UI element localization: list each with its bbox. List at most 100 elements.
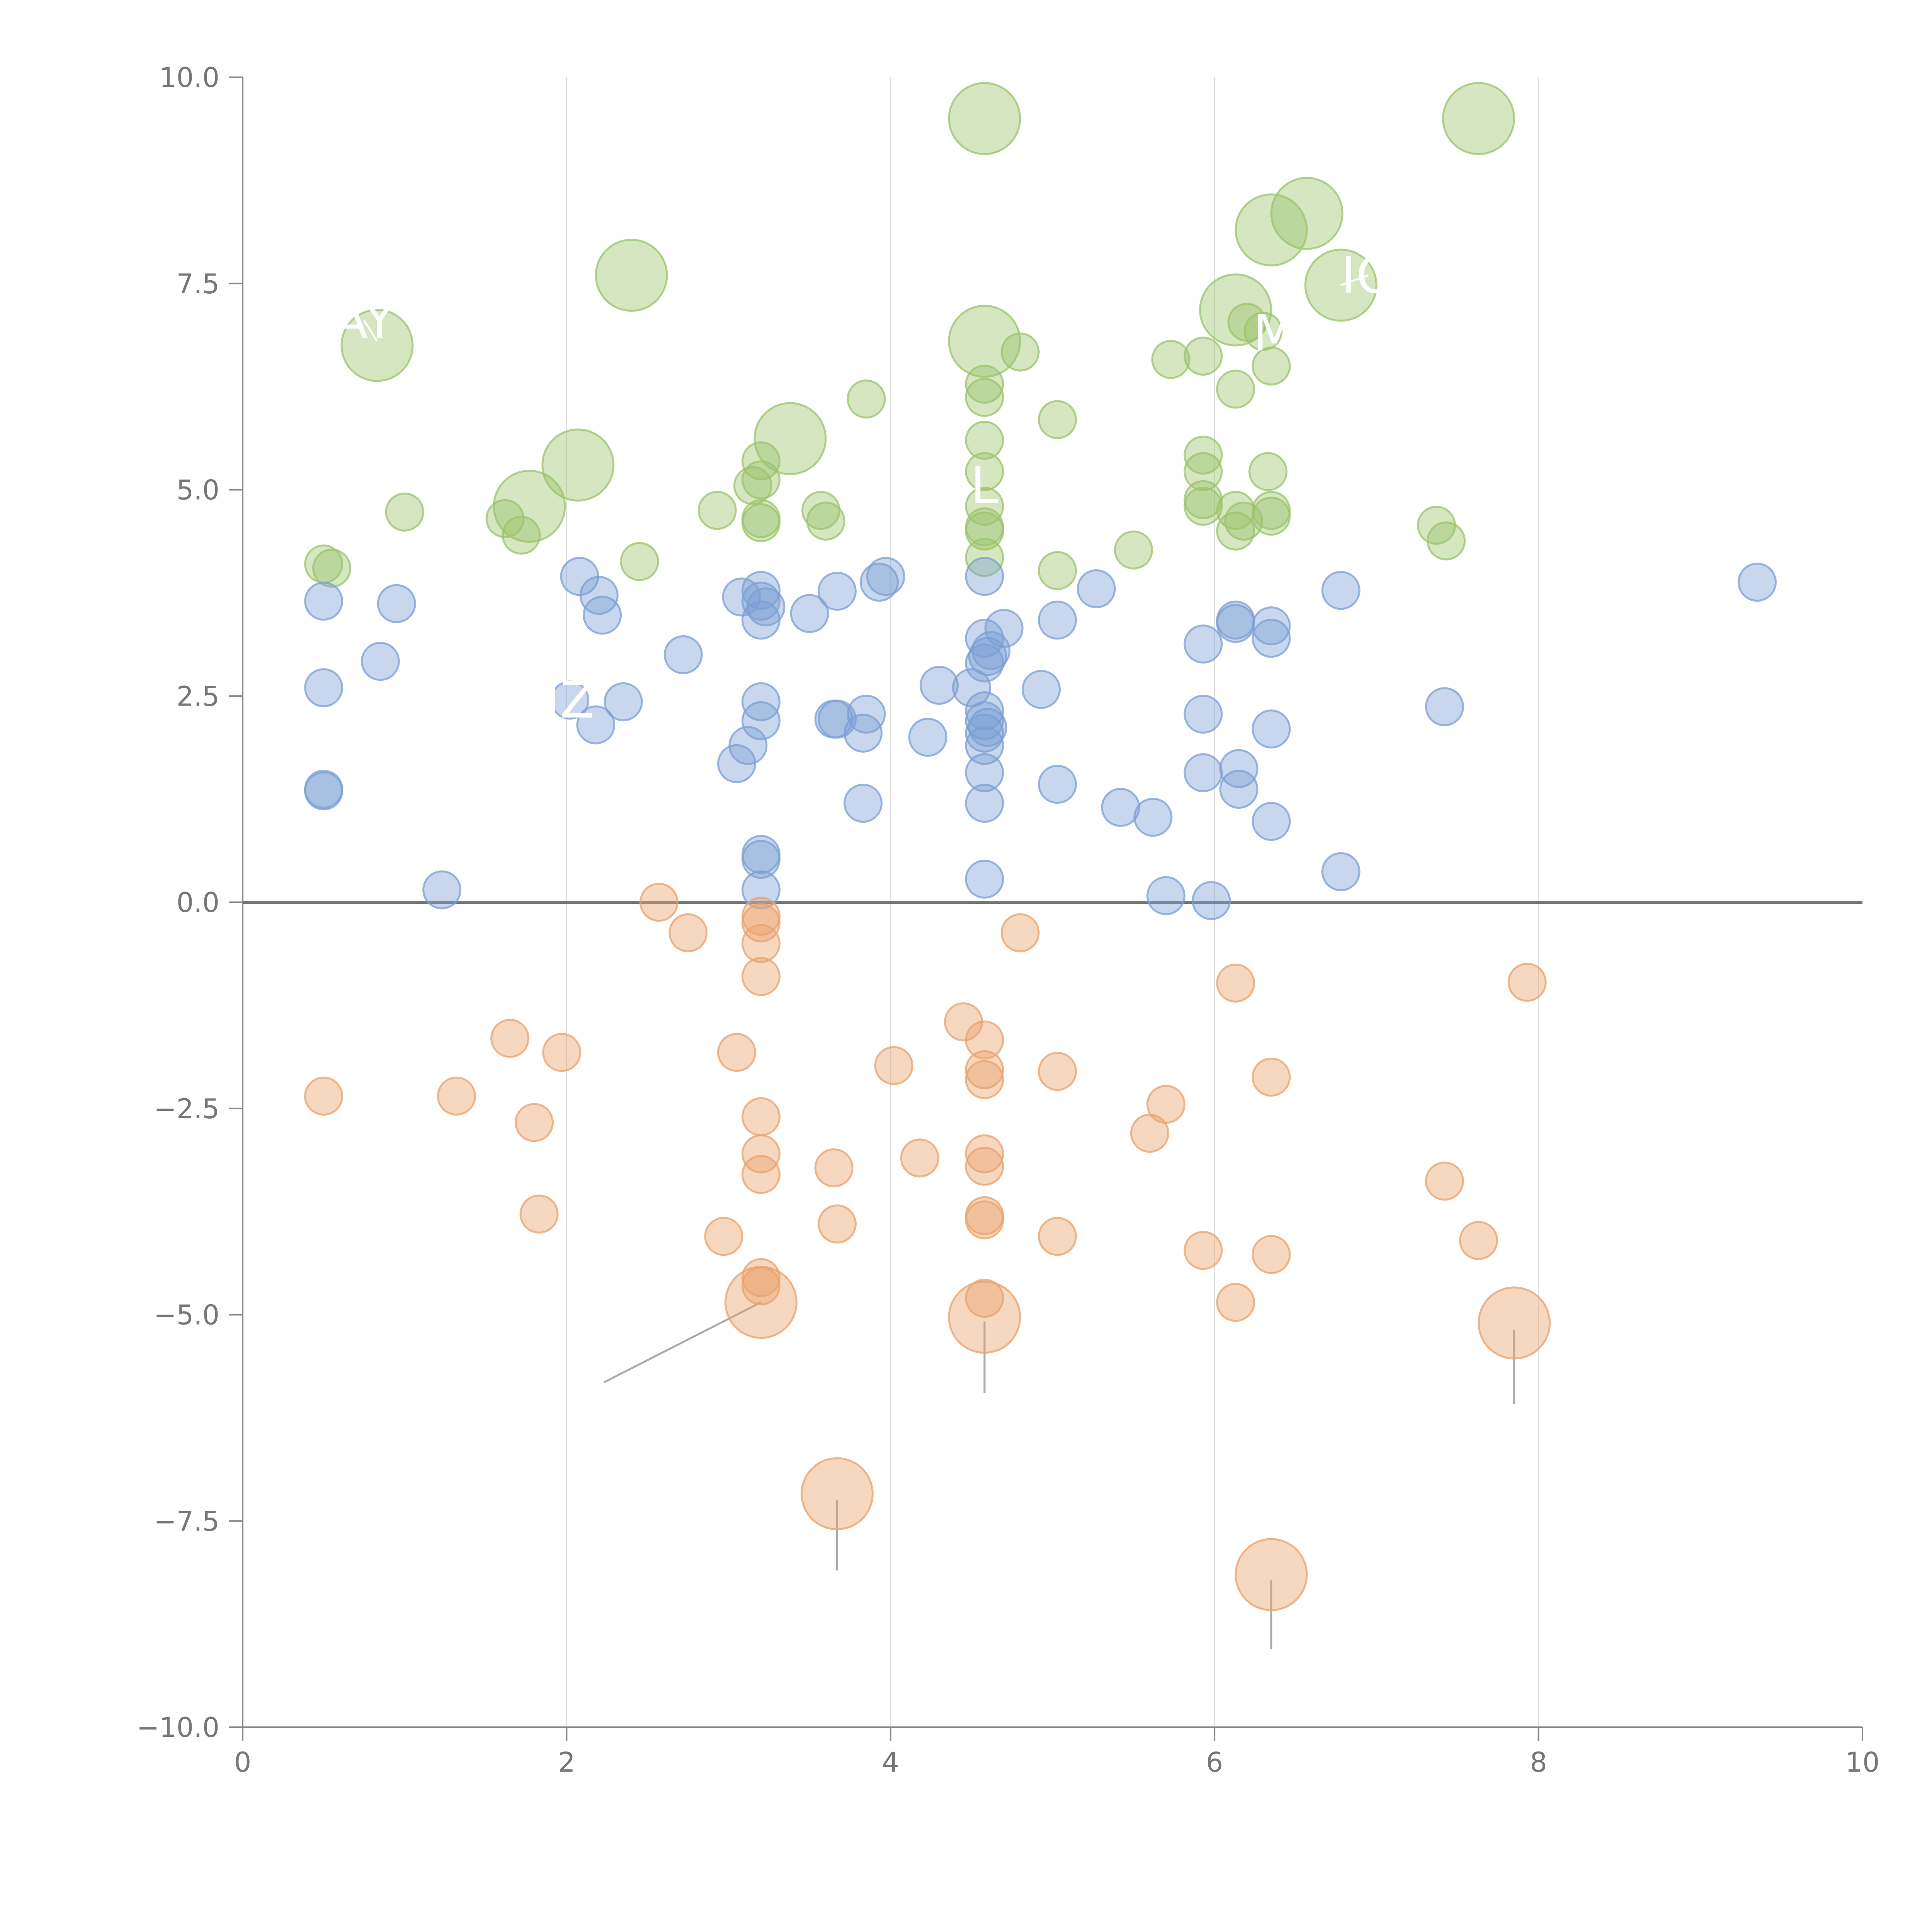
green-bubble bbox=[1184, 435, 1223, 475]
green-bubble bbox=[485, 499, 525, 538]
blue-bubble bbox=[717, 744, 757, 783]
orange-bubble bbox=[900, 1138, 939, 1178]
orange-bubble bbox=[1038, 1052, 1077, 1091]
orange-bubble bbox=[965, 1146, 1004, 1186]
blue-bubble bbox=[1022, 670, 1061, 709]
orange-bubble bbox=[817, 1204, 857, 1244]
green-bubble bbox=[1184, 452, 1223, 492]
green-bubble bbox=[1270, 177, 1344, 250]
x-tick-label: 10 bbox=[1845, 1747, 1879, 1778]
orange-bubble bbox=[741, 957, 781, 996]
orange-bubble bbox=[717, 1033, 757, 1072]
blue-bubble bbox=[741, 840, 781, 879]
green-bubble bbox=[620, 542, 659, 581]
y-tick-label: 10.0 bbox=[159, 62, 219, 94]
point-label-leader bbox=[363, 320, 378, 342]
green-bubble bbox=[965, 364, 1004, 404]
blue-bubble bbox=[1077, 569, 1116, 609]
x-tick-label: 0 bbox=[234, 1747, 252, 1778]
blue-bubble bbox=[817, 699, 857, 739]
blue-bubble bbox=[817, 571, 857, 611]
green-bubble bbox=[1442, 82, 1515, 155]
orange-bubble bbox=[741, 1097, 781, 1136]
x-tick-label: 8 bbox=[1530, 1747, 1547, 1778]
blue-bubble bbox=[576, 705, 616, 745]
x-tick-label: 2 bbox=[558, 1747, 575, 1778]
blue-bubble bbox=[790, 594, 829, 633]
blue-bubble bbox=[550, 680, 590, 720]
tick-labels: 0 2 4 6 8 10 10.0 7.5 5.0 2.5 0.0 −2.5 −5.0 −7.5 −10.0 bbox=[136, 62, 1879, 1778]
green-bubble bbox=[595, 238, 668, 312]
blue-bubble bbox=[722, 577, 761, 617]
blue-bubble bbox=[741, 600, 781, 640]
leader-line bbox=[603, 1301, 762, 1383]
orange-bubble bbox=[1000, 913, 1040, 952]
orange-bubble bbox=[965, 1279, 1004, 1318]
blue-bubble bbox=[1038, 765, 1077, 804]
blue-bubble bbox=[1192, 881, 1231, 920]
blue-bubble bbox=[965, 784, 1004, 823]
blue-bubble bbox=[1252, 802, 1291, 841]
y-tick-label: −7.5 bbox=[154, 1505, 219, 1537]
blue-bubble bbox=[965, 713, 1004, 753]
blue-bubble bbox=[1038, 600, 1077, 640]
blue-bubble bbox=[583, 595, 622, 635]
blue-bubble bbox=[1321, 571, 1361, 610]
y-tick-label: −2.5 bbox=[154, 1093, 219, 1125]
orange-bubble bbox=[1216, 1282, 1255, 1322]
orange-bubble bbox=[1252, 1058, 1291, 1097]
blue-bubble bbox=[859, 563, 899, 602]
green-bubble bbox=[1038, 400, 1077, 439]
green-bubble bbox=[493, 469, 566, 543]
orange-bubble bbox=[1459, 1221, 1498, 1260]
green-bubble bbox=[965, 420, 1004, 460]
green-bubble bbox=[1038, 551, 1077, 590]
blue-bubble bbox=[965, 753, 1004, 793]
orange-bubble bbox=[874, 1046, 913, 1085]
green-bubble bbox=[1151, 340, 1190, 379]
green-bubble bbox=[1216, 511, 1255, 551]
point-label: L bbox=[971, 456, 998, 515]
blue-bubble bbox=[1216, 604, 1255, 643]
green-bubble bbox=[1235, 193, 1308, 267]
green-bubble bbox=[312, 548, 352, 588]
point-labels: AY L M IO IZ bbox=[333, 246, 1396, 730]
point-label: AY bbox=[333, 291, 395, 350]
green-bubble bbox=[1248, 452, 1288, 492]
orange-bubble bbox=[741, 1155, 781, 1194]
axes bbox=[229, 77, 1863, 1741]
orange-bubble bbox=[668, 913, 708, 952]
point-label: IZ bbox=[545, 671, 594, 730]
green-bubble bbox=[1252, 346, 1291, 386]
orange-bubble bbox=[437, 1077, 476, 1116]
green-bubble bbox=[1184, 486, 1223, 526]
blue-bubble bbox=[361, 642, 400, 681]
orange-bubble bbox=[724, 1265, 798, 1339]
blue-bubble bbox=[965, 691, 1004, 731]
green-bubble bbox=[1000, 332, 1040, 372]
green-bubble bbox=[847, 379, 886, 419]
green-bubble bbox=[965, 452, 1004, 492]
orange-bubble bbox=[1252, 1235, 1291, 1274]
orange-bubble bbox=[965, 1134, 1004, 1173]
y-tick-label: 0.0 bbox=[177, 887, 219, 918]
green-bubble bbox=[741, 503, 781, 543]
orange-bubble bbox=[1130, 1114, 1170, 1153]
blue-bubble bbox=[965, 859, 1004, 899]
green-bubble bbox=[741, 460, 781, 500]
y-tick-label: 7.5 bbox=[177, 268, 219, 300]
leader-lines bbox=[603, 1301, 1515, 1649]
orange-bubble bbox=[948, 1281, 1021, 1354]
green-bubble bbox=[1427, 521, 1466, 561]
green-bubble bbox=[1216, 369, 1255, 409]
y-tick-label: −10.0 bbox=[136, 1712, 219, 1743]
orange-bubble bbox=[1216, 963, 1255, 1003]
bubbles bbox=[304, 82, 1777, 1611]
blue-bubble bbox=[741, 701, 781, 740]
blue-bubble bbox=[908, 718, 947, 757]
blue-bubble bbox=[1219, 749, 1259, 788]
blue-bubble bbox=[965, 643, 1004, 683]
orange-bubble bbox=[639, 883, 679, 922]
green-bubble bbox=[1184, 337, 1223, 376]
